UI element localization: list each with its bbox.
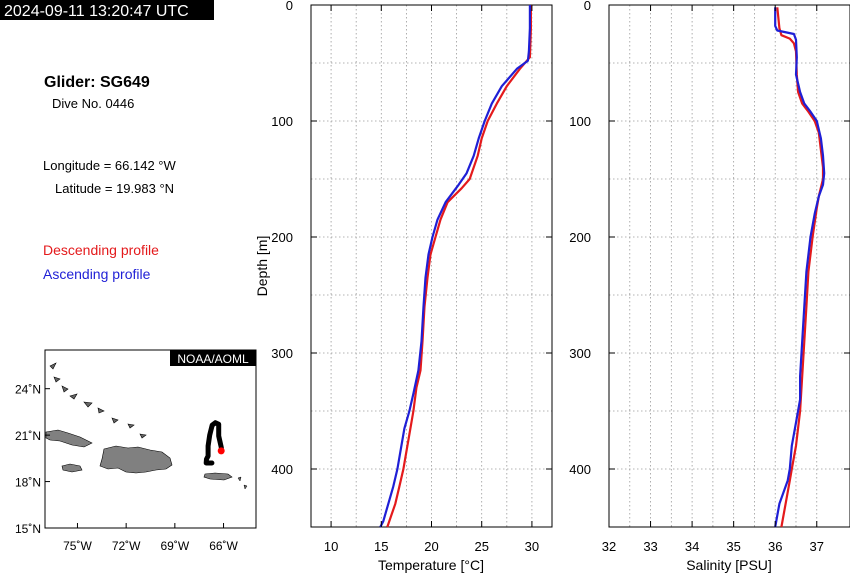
- map-landmasses: [45, 362, 248, 490]
- temperature-xlabel: Temperature [°C]: [378, 557, 484, 573]
- landmass-virgin-islands: [237, 476, 248, 490]
- temp-ytick-label: 300: [271, 346, 293, 361]
- salinity-xlabel: Salinity [PSU]: [686, 557, 772, 573]
- map-axis-ticks: 24˚N 21˚N 18˚N 15˚N 75˚W 72˚W 69˚W 66˚W: [15, 383, 239, 553]
- map-lat-label: 18˚N: [15, 476, 41, 490]
- location-map: NOAA/AOML 24˚N 21˚N 18˚N 15˚N 75˚W 72˚W 69˚W 66…: [15, 349, 257, 553]
- sal-ytick-label: 100: [569, 114, 591, 129]
- temp-xtick-label: 25: [474, 539, 488, 554]
- map-lon-label: 75˚W: [63, 539, 92, 553]
- sal-xtick-label: 34: [685, 539, 699, 554]
- temp-xtick-label: 20: [424, 539, 438, 554]
- glider-track: [203, 420, 224, 466]
- landmass-bahamas: [49, 362, 147, 439]
- sal-xtick-label: 36: [768, 539, 782, 554]
- sal-ytick-label: 400: [569, 462, 591, 477]
- map-lat-label: 24˚N: [15, 383, 41, 397]
- landmass-hispaniola: [99, 445, 173, 474]
- map-lon-label: 66˚W: [209, 539, 238, 553]
- landmass-puerto-rico: [203, 472, 233, 481]
- landmass-cuba: [45, 429, 93, 448]
- temperature-grid: [311, 4, 552, 527]
- dive-number: Dive No. 0446: [52, 96, 134, 111]
- legend-ascending: Ascending profile: [43, 266, 151, 282]
- temp-series-ascending: [379, 5, 532, 528]
- depth-ylabel: Depth [m]: [254, 236, 270, 297]
- legend-descending: Descending profile: [43, 242, 159, 258]
- map-credit: NOAA/AOML: [177, 352, 249, 366]
- sal-ytick-label: 300: [569, 346, 591, 361]
- temp-xtick-label: 15: [374, 539, 388, 554]
- sal-ytick-label: 0: [584, 0, 591, 13]
- salinity-axes: 32 33 34 35 36 37 0 100 200 300 400: [569, 0, 850, 554]
- sal-xtick-label: 32: [602, 539, 616, 554]
- temp-ytick-label: 200: [271, 230, 293, 245]
- glider-title: Glider: SG649: [44, 74, 150, 91]
- longitude-readout: Longitude = 66.142 °W: [43, 158, 176, 173]
- sal-xtick-label: 35: [726, 539, 740, 554]
- map-lat-label: 15˚N: [15, 522, 41, 536]
- sal-series-ascending: [774, 7, 826, 528]
- map-lat-label: 21˚N: [15, 429, 41, 443]
- timestamp-banner: [0, 0, 214, 20]
- sal-xtick-label: 33: [643, 539, 657, 554]
- temp-ytick-label: 0: [286, 0, 293, 13]
- temp-xtick-label: 30: [525, 539, 539, 554]
- glider-position-marker: [217, 447, 225, 455]
- salinity-series: [774, 7, 826, 528]
- salinity-plot-frame: [608, 4, 850, 528]
- map-lon-label: 72˚W: [112, 539, 141, 553]
- salinity-profile-chart: 32 33 34 35 36 37 0 100 200 300 400 Salinity [PSU]: [569, 0, 850, 573]
- map-lon-label: 69˚W: [161, 539, 190, 553]
- salinity-grid: [608, 4, 850, 527]
- sal-series-descending: [776, 7, 825, 528]
- sal-ytick-label: 200: [569, 230, 591, 245]
- map-credit-box: [170, 350, 256, 366]
- temp-xtick-label: 10: [324, 539, 338, 554]
- temperature-series: [379, 5, 533, 528]
- sal-xtick-label: 37: [810, 539, 824, 554]
- temp-ytick-label: 100: [271, 114, 293, 129]
- latitude-readout: Latitude = 19.983 °N: [55, 181, 174, 196]
- temp-series-descending: [386, 5, 533, 528]
- timestamp-text: 2024-09-11 13:20:47 UTC: [4, 3, 189, 20]
- temp-ytick-label: 400: [271, 462, 293, 477]
- landmass-jamaica: [61, 463, 83, 473]
